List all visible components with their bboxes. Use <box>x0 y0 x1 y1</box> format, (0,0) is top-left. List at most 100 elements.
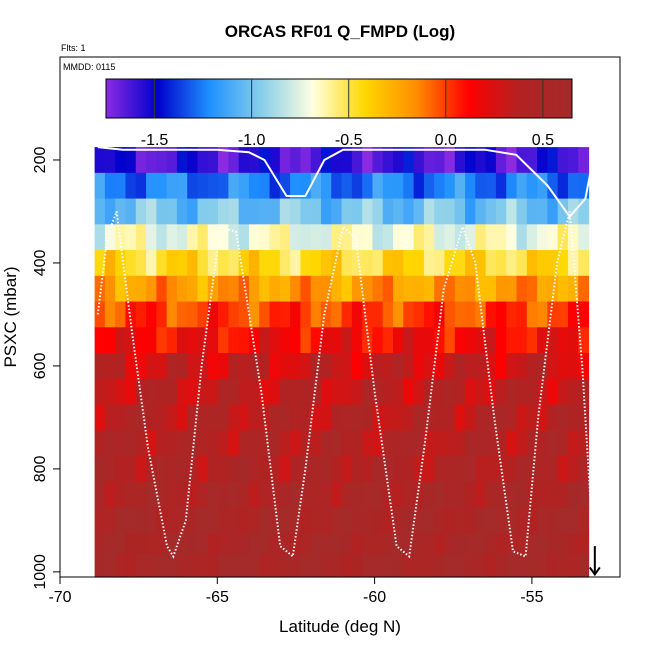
heatmap-cell <box>506 224 518 251</box>
heatmap-cell <box>300 404 312 431</box>
heatmap-cell <box>290 553 302 578</box>
heatmap-cell <box>279 553 291 578</box>
heatmap-cell <box>526 378 538 406</box>
heatmap-cell <box>547 507 559 534</box>
heatmap-cell <box>485 378 497 406</box>
heatmap-cell <box>156 404 168 431</box>
heatmap-cell <box>310 553 322 578</box>
heatmap-cell <box>557 275 569 303</box>
heatmap-cell <box>393 430 404 457</box>
heatmap-cell <box>506 198 518 225</box>
heatmap-cell <box>485 430 497 457</box>
heatmap-cell <box>269 198 281 225</box>
flight-track-solid <box>97 146 596 219</box>
heatmap-cell <box>94 250 106 277</box>
heatmap-cell <box>104 353 116 380</box>
heatmap-cell <box>526 481 538 509</box>
heatmap-cell <box>125 327 137 354</box>
heatmap-cell <box>341 250 353 277</box>
heatmap-cell <box>310 275 322 303</box>
heatmap-cell <box>104 456 116 483</box>
heatmap-cell <box>578 353 590 380</box>
heatmap-cell <box>125 553 137 578</box>
heatmap-cell <box>578 456 590 483</box>
heatmap-cell <box>115 250 127 277</box>
heatmap-cell <box>413 481 425 509</box>
heatmap-cell <box>403 533 415 555</box>
heatmap-cell <box>228 481 240 509</box>
heatmap-cell <box>279 147 291 174</box>
x-axis: -70 -65 -60 -55 <box>48 577 544 606</box>
heatmap-cell <box>197 198 209 225</box>
heatmap-cell <box>331 250 343 277</box>
heatmap-cell <box>413 224 425 251</box>
heatmap-cell <box>259 172 271 200</box>
heatmap-cell <box>465 430 476 457</box>
heatmap-cell <box>547 275 559 303</box>
heatmap-cell <box>423 507 435 534</box>
heatmap-cell <box>403 147 415 174</box>
heatmap-cell <box>393 301 404 328</box>
heatmap-cell <box>94 353 106 380</box>
heatmap-cell <box>248 507 260 534</box>
heatmap-cell <box>104 275 116 303</box>
heatmap-cell <box>207 378 219 406</box>
heatmap-cell <box>475 430 487 457</box>
heatmap-cell <box>351 275 363 303</box>
heatmap-cell <box>495 327 507 354</box>
heatmap-cell <box>166 353 178 380</box>
heatmap-cell <box>331 430 343 457</box>
heatmap-cell <box>393 404 404 431</box>
heatmap-cell <box>423 301 435 328</box>
x-tick-label: -55 <box>520 589 543 606</box>
heatmap-cell <box>547 378 559 406</box>
heatmap-cell <box>187 378 199 406</box>
heatmap-cell <box>228 275 240 303</box>
heatmap-cell <box>526 456 538 483</box>
heatmap-cell <box>362 250 374 277</box>
heatmap-cell <box>465 533 476 555</box>
heatmap-cell <box>218 481 229 509</box>
heatmap-cell <box>279 481 291 509</box>
heatmap-cell <box>403 224 415 251</box>
heatmap-cell <box>259 353 271 380</box>
heatmap-cell <box>125 250 137 277</box>
heatmap-cell <box>578 224 590 251</box>
heatmap-cell <box>434 224 446 251</box>
heatmap-cell <box>557 147 569 174</box>
heatmap-cell <box>310 353 322 380</box>
heatmap-cell <box>228 250 240 277</box>
heatmap-cell <box>506 456 518 483</box>
heatmap-cell <box>578 481 590 509</box>
heatmap-cell <box>454 275 466 303</box>
heatmap-cell <box>434 456 446 483</box>
heatmap-cell <box>218 301 229 328</box>
plot-frame <box>59 56 621 578</box>
heatmap-cell <box>125 198 137 225</box>
heatmap-cell <box>248 147 260 174</box>
heatmap-cell <box>125 353 137 380</box>
heatmap-cell <box>135 430 147 457</box>
heatmap-cell <box>197 533 209 555</box>
heatmap-cell <box>537 275 548 303</box>
heatmap-cell <box>135 456 147 483</box>
heatmap-cell <box>300 198 312 225</box>
heatmap-cell <box>423 456 435 483</box>
heatmap-cell <box>567 533 579 555</box>
heatmap-cell <box>382 378 394 406</box>
heatmap-cell <box>423 553 435 578</box>
heatmap-cell <box>516 250 528 277</box>
heatmap-cell <box>506 378 518 406</box>
heatmap-cell <box>259 250 271 277</box>
heatmap-cell <box>259 481 271 509</box>
heatmap-cell <box>423 275 435 303</box>
heatmap-cell <box>197 378 209 406</box>
heatmap-cell <box>362 172 374 200</box>
heatmap-cell <box>567 553 579 578</box>
heatmap-cell <box>300 533 312 555</box>
heatmap-cell <box>104 507 116 534</box>
heatmap-cell <box>526 430 538 457</box>
heatmap-cell <box>176 378 188 406</box>
heatmap-cell <box>156 147 168 174</box>
heatmap-cell <box>526 198 538 225</box>
